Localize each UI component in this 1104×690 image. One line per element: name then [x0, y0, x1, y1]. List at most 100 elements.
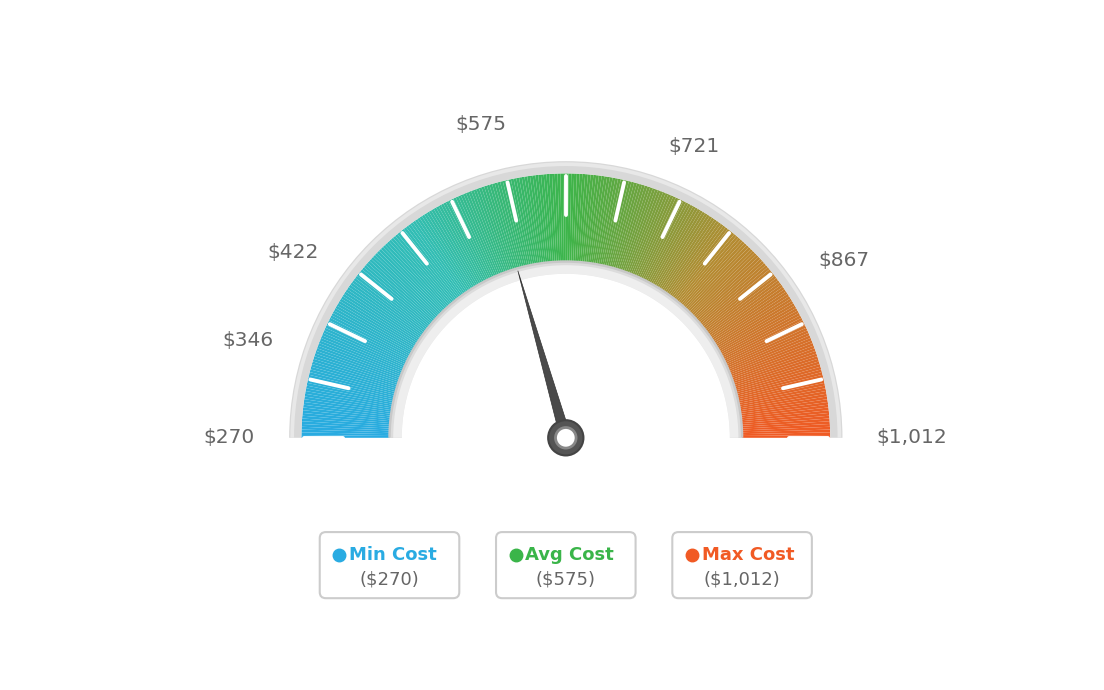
Wedge shape [734, 362, 820, 388]
Wedge shape [371, 257, 437, 319]
Wedge shape [686, 243, 746, 309]
Wedge shape [673, 229, 730, 299]
Wedge shape [395, 234, 454, 303]
Wedge shape [311, 364, 396, 391]
Wedge shape [406, 226, 460, 297]
Wedge shape [500, 181, 523, 267]
Wedge shape [620, 186, 650, 270]
Wedge shape [487, 185, 514, 270]
Wedge shape [301, 421, 390, 428]
Wedge shape [535, 175, 548, 263]
Wedge shape [373, 255, 438, 317]
Wedge shape [595, 177, 613, 264]
Wedge shape [438, 205, 482, 284]
Wedge shape [669, 224, 723, 296]
Wedge shape [359, 271, 428, 328]
Wedge shape [704, 273, 775, 330]
Wedge shape [656, 210, 703, 287]
Wedge shape [524, 176, 540, 264]
Wedge shape [308, 375, 394, 397]
Wedge shape [350, 282, 423, 336]
Wedge shape [733, 356, 818, 385]
Wedge shape [567, 173, 572, 262]
Wedge shape [301, 435, 390, 438]
Wedge shape [302, 407, 391, 420]
Wedge shape [678, 234, 736, 303]
Wedge shape [543, 174, 553, 262]
Wedge shape [290, 162, 841, 438]
Wedge shape [541, 175, 551, 262]
Text: $346: $346 [222, 331, 273, 350]
Wedge shape [714, 296, 790, 345]
Wedge shape [575, 174, 583, 262]
Wedge shape [570, 173, 574, 262]
Wedge shape [391, 263, 741, 438]
Wedge shape [314, 356, 399, 385]
Text: $1,012: $1,012 [877, 428, 947, 447]
Wedge shape [729, 335, 810, 371]
Wedge shape [397, 233, 455, 302]
Text: $575: $575 [455, 115, 507, 134]
Wedge shape [593, 177, 609, 264]
Wedge shape [391, 237, 450, 306]
Wedge shape [688, 247, 751, 312]
Wedge shape [368, 261, 435, 322]
Wedge shape [307, 383, 393, 403]
Wedge shape [468, 191, 502, 274]
Wedge shape [563, 173, 565, 262]
Wedge shape [532, 175, 545, 263]
Wedge shape [677, 233, 734, 302]
Wedge shape [736, 372, 822, 396]
Wedge shape [707, 278, 778, 333]
Wedge shape [489, 184, 517, 269]
Wedge shape [723, 318, 803, 359]
Wedge shape [319, 340, 402, 375]
Wedge shape [360, 269, 429, 327]
Wedge shape [326, 325, 406, 364]
Wedge shape [618, 186, 648, 270]
Wedge shape [357, 273, 427, 330]
Wedge shape [408, 224, 463, 296]
Wedge shape [448, 199, 489, 280]
Wedge shape [660, 215, 710, 290]
Wedge shape [693, 255, 758, 317]
Wedge shape [731, 346, 815, 378]
Wedge shape [434, 208, 479, 285]
Wedge shape [471, 190, 505, 273]
Wedge shape [689, 249, 753, 313]
Wedge shape [530, 175, 543, 263]
Wedge shape [316, 348, 400, 380]
Wedge shape [742, 418, 830, 426]
Wedge shape [446, 201, 488, 281]
Wedge shape [742, 424, 830, 431]
Wedge shape [630, 192, 666, 275]
Wedge shape [737, 375, 824, 397]
Wedge shape [680, 236, 739, 304]
Wedge shape [639, 197, 678, 278]
Wedge shape [720, 310, 799, 355]
Wedge shape [335, 308, 412, 353]
Wedge shape [646, 202, 688, 282]
Wedge shape [734, 359, 819, 387]
Wedge shape [739, 383, 825, 403]
Wedge shape [740, 394, 827, 411]
Wedge shape [320, 338, 403, 373]
Wedge shape [657, 212, 705, 288]
Wedge shape [742, 429, 830, 434]
Wedge shape [321, 335, 403, 371]
Wedge shape [668, 222, 721, 295]
Wedge shape [726, 331, 808, 368]
Wedge shape [327, 323, 407, 363]
Wedge shape [329, 318, 408, 359]
Wedge shape [301, 418, 390, 426]
Text: ($1,012): ($1,012) [703, 571, 781, 589]
Wedge shape [305, 391, 392, 408]
Wedge shape [549, 174, 556, 262]
Wedge shape [696, 259, 762, 320]
Wedge shape [393, 265, 739, 438]
Wedge shape [736, 369, 821, 394]
Wedge shape [584, 175, 596, 263]
Wedge shape [713, 294, 789, 344]
Circle shape [402, 274, 730, 602]
Wedge shape [365, 263, 434, 323]
